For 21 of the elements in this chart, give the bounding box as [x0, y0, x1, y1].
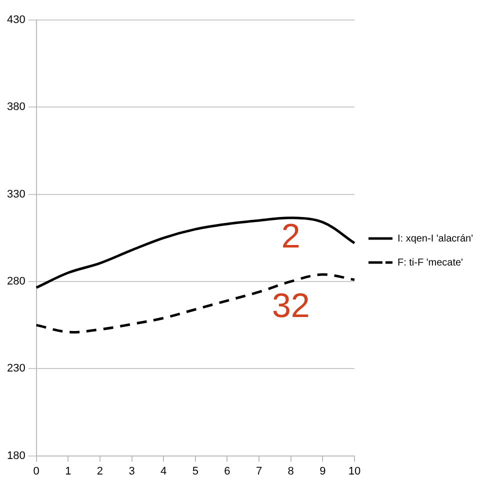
x-tick-label: 6: [224, 465, 230, 478]
x-tick-label: 1: [65, 465, 72, 478]
x-tick-label: 2: [96, 465, 104, 478]
annotation: 2: [281, 217, 300, 256]
y-tick-label: 230: [6, 362, 26, 375]
x-tick-label: 3: [128, 465, 135, 478]
y-tick-label: 380: [6, 101, 26, 114]
y-tick-label: 430: [6, 14, 26, 26]
x-tick-label: 8: [288, 465, 294, 478]
x-tick-label: 0: [33, 465, 40, 478]
x-tick-label: 4: [160, 465, 167, 478]
legend-label: F: ti-F 'mecate': [397, 257, 464, 268]
x-tick-label: 10: [348, 465, 361, 478]
y-tick-label: 180: [6, 450, 26, 462]
x-tick-label: 9: [320, 465, 326, 478]
y-tick-label: 280: [6, 276, 26, 288]
y-tick-label: 330: [6, 188, 26, 200]
x-tick-label: 7: [256, 465, 262, 478]
x-tick-label: 5: [192, 465, 198, 478]
legend-label: I: xqen-I 'alacrán': [397, 233, 474, 244]
annotation: 32: [272, 287, 310, 326]
